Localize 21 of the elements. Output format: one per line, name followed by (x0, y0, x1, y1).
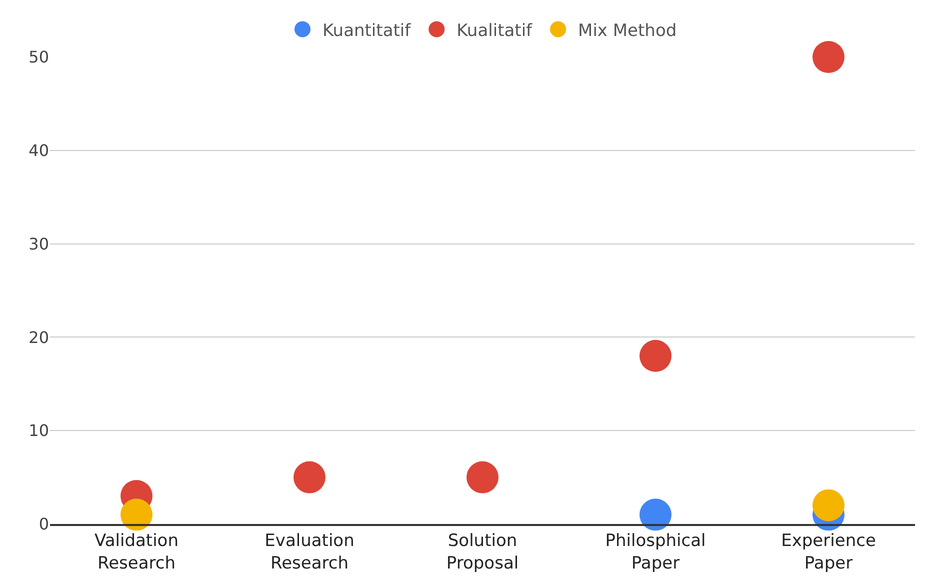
y-tick-label: 0 (38, 514, 49, 534)
y-tick-label: 30 (28, 234, 49, 254)
point (640, 340, 672, 372)
x-tick-label: Solution Proposal (446, 531, 519, 574)
point (466, 461, 498, 494)
legend-label: Kuantitatif (322, 20, 412, 41)
y-tick-label: 10 (28, 421, 49, 440)
point (812, 41, 844, 73)
x-tick-label: Philosphical Paper (605, 531, 706, 574)
y-tick-label: 40 (28, 141, 49, 160)
x-tick-label: Evaluation Research (264, 531, 354, 574)
y-tick-label: 50 (28, 48, 49, 67)
point (294, 461, 326, 494)
point (812, 489, 844, 522)
legend-label: Mix Method (578, 20, 677, 41)
point (120, 498, 152, 531)
legend-label: Kualitatif (456, 20, 534, 41)
point (640, 498, 672, 531)
y-tick-label: 20 (28, 328, 49, 347)
x-tick-label: Validation Research (94, 531, 178, 574)
x-tick-label: Experience Paper (781, 531, 876, 574)
